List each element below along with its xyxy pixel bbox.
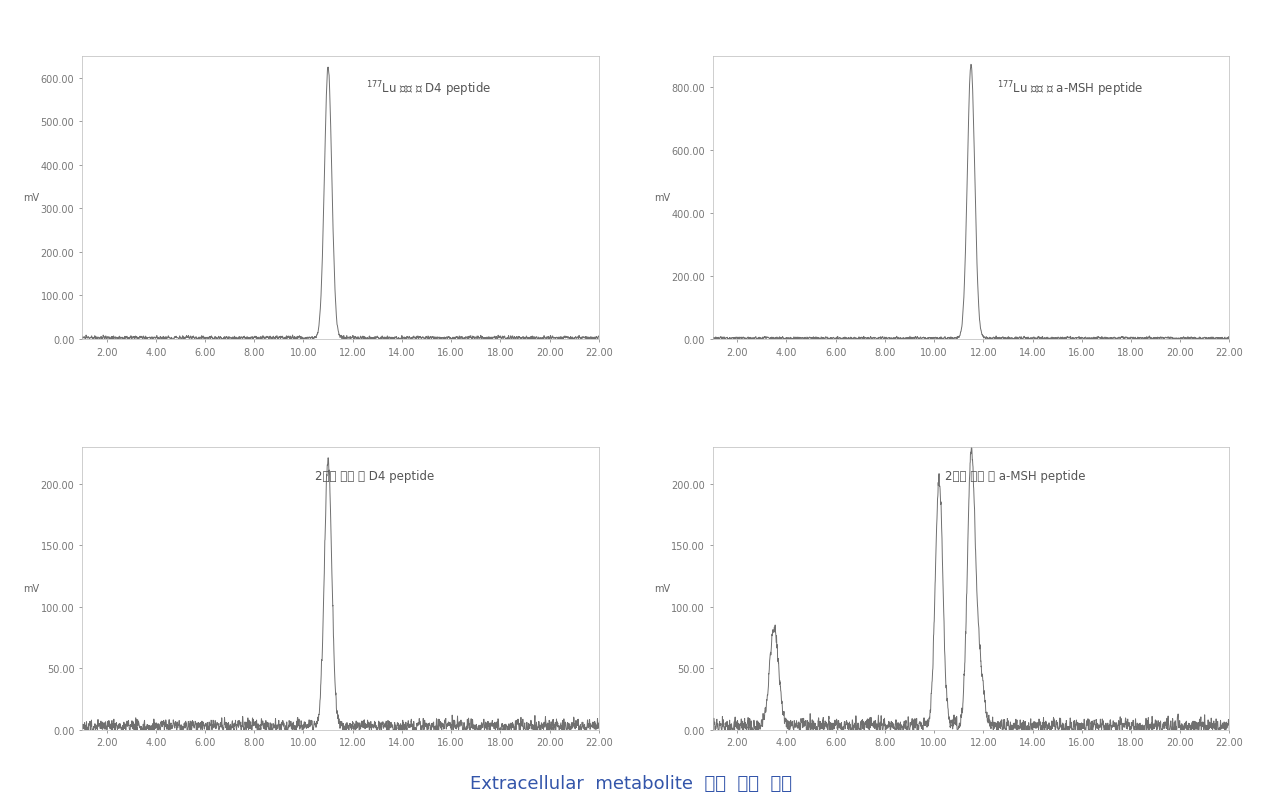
Text: $^{177}$Lu 표지 후 D4 peptide: $^{177}$Lu 표지 후 D4 peptide [366,79,492,99]
Y-axis label: mV: mV [23,583,39,594]
Text: 2시간 대사 후 D4 peptide: 2시간 대사 후 D4 peptide [314,470,434,483]
Y-axis label: mV: mV [23,193,39,204]
Text: 2시간 대사 후 a-MSH peptide: 2시간 대사 후 a-MSH peptide [946,470,1086,483]
Y-axis label: mV: mV [653,193,670,204]
Text: $^{177}$Lu 표지 후 a-MSH peptide: $^{177}$Lu 표지 후 a-MSH peptide [997,79,1144,99]
Text: Extracellular  metabolite  평가  방법  적용: Extracellular metabolite 평가 방법 적용 [469,774,792,792]
Y-axis label: mV: mV [653,583,670,594]
